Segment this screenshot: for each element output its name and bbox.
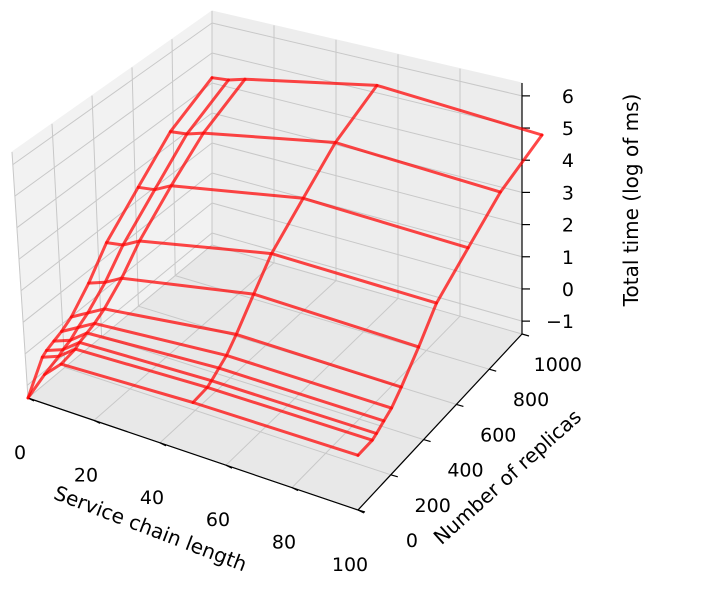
x-tick-label: 20 <box>74 464 98 486</box>
wire-line-const-y <box>87 276 421 349</box>
axes <box>27 83 530 514</box>
wire-line-const-y <box>210 76 544 137</box>
wire-line-const-y <box>136 184 470 250</box>
wire-line-const-y <box>26 362 360 457</box>
z-tick-label: 0 <box>562 279 574 301</box>
wire-line-const-y <box>168 130 502 194</box>
z-axis-label: Total time (log of ms) <box>619 94 643 308</box>
z-tick-label: 5 <box>562 118 574 140</box>
wire-line-const-y <box>60 321 393 410</box>
y-gridline-floor <box>64 366 391 476</box>
y-gridline-side <box>91 95 103 337</box>
z-tick-label: 4 <box>562 150 574 172</box>
z-gridline-side <box>14 52 213 197</box>
x-tick-label: 80 <box>272 532 296 554</box>
z-gridline-side <box>18 112 213 260</box>
y-tick-label: 800 <box>513 389 549 411</box>
z-gridline-side <box>16 82 213 229</box>
x-tick-mark <box>291 487 299 492</box>
x-axis-line <box>27 397 359 511</box>
x-tick-mark <box>225 464 233 469</box>
z-tick-label: −1 <box>546 311 574 333</box>
z-tick-label: 2 <box>562 215 574 237</box>
wireframe-surface <box>26 76 544 457</box>
wire-line-const-y <box>52 331 386 423</box>
x-gridline-floor <box>27 244 213 399</box>
y-gridline-side <box>51 123 66 368</box>
y-gridline-side <box>131 67 139 307</box>
z-tick-label: 1 <box>562 247 574 269</box>
y-gridline-floor <box>211 244 523 335</box>
wire-line-const-y <box>40 347 374 442</box>
y-axis-line <box>357 333 523 511</box>
y-tick-label: 200 <box>415 495 451 517</box>
wire-line-const-y <box>69 307 403 389</box>
z-gridline-back <box>211 22 523 97</box>
y-tick-mark <box>357 509 366 513</box>
x-tick-label: 0 <box>14 442 26 464</box>
x-tick-label: 60 <box>206 509 230 531</box>
wire-line-const-y <box>105 239 438 305</box>
y-tick-mark <box>423 439 431 443</box>
y-tick-label: 1000 <box>534 354 582 376</box>
x-tick-mark <box>93 419 101 424</box>
y-tick-label: 0 <box>406 530 418 552</box>
z-tick-label: 3 <box>562 182 574 204</box>
x-tick-label: 100 <box>332 554 368 576</box>
y-tick-label: 400 <box>447 460 483 482</box>
z-gridline-back <box>211 142 523 226</box>
y-tick-mark <box>390 474 398 478</box>
x-tick-mark <box>159 442 167 447</box>
z-gridline-side <box>20 142 213 292</box>
x-gridline-floor <box>93 262 275 421</box>
y-tick-mark <box>521 333 530 337</box>
z-gridline-back <box>211 202 523 290</box>
z-gridline-back <box>211 232 523 322</box>
plot-panes <box>11 10 523 511</box>
y-tick-mark <box>489 368 497 372</box>
z-tick-label: 6 <box>562 86 574 108</box>
z-gridline-side <box>26 232 213 386</box>
wire-line-const-y <box>45 340 378 435</box>
y-tick-mark <box>456 403 464 407</box>
y-gridline-side <box>11 151 29 399</box>
z-gridline-back <box>211 52 523 129</box>
y-gridline-floor <box>101 336 424 441</box>
z-gridline-back <box>211 82 523 161</box>
x-tick-label: 40 <box>140 487 164 509</box>
z-gridline-side <box>22 172 213 323</box>
y-tick-label: 600 <box>480 424 516 446</box>
z-gridline-side <box>12 22 213 166</box>
